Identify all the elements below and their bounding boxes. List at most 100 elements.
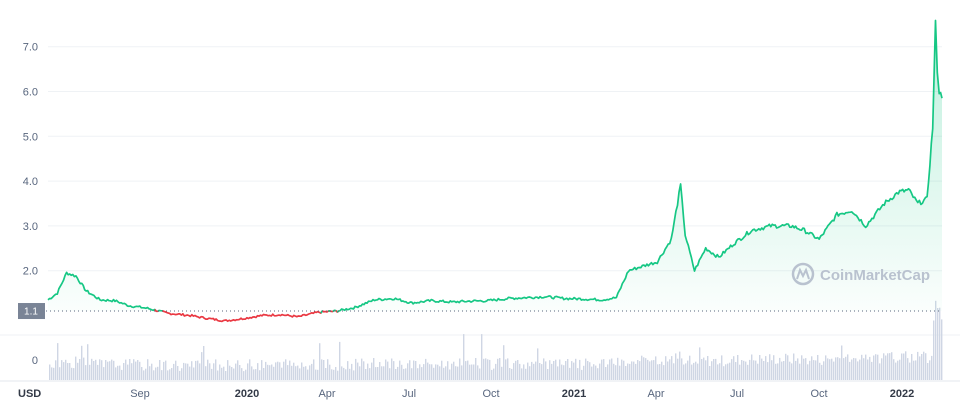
price-area-fill [48, 20, 942, 311]
volume-bar [545, 361, 547, 380]
volume-bar [165, 360, 167, 380]
volume-bar [453, 361, 455, 380]
volume-bar [859, 359, 861, 380]
volume-bar [131, 363, 133, 380]
volume-bar [829, 359, 831, 380]
volume-bar [53, 367, 55, 380]
x-tick-label: Apr [318, 388, 335, 400]
volume-bar [455, 366, 457, 380]
volume-bar [607, 364, 609, 380]
volume-bar [225, 371, 227, 380]
volume-bar [359, 366, 361, 380]
volume-bar [327, 359, 329, 380]
volume-bar [385, 359, 387, 380]
volume-bar [73, 368, 75, 380]
volume-bar [653, 360, 655, 380]
volume-bar [241, 368, 243, 380]
volume-bar [71, 367, 73, 380]
volume-bar [261, 360, 263, 380]
volume-bar [557, 366, 559, 380]
volume-bar [117, 365, 119, 380]
volume-bar [729, 362, 731, 380]
volume-bar [339, 341, 341, 380]
volume-bar [797, 358, 799, 380]
grid-lines [0, 46, 960, 382]
volume-bar [345, 369, 347, 380]
volume-bar [749, 359, 751, 380]
volume-bar [87, 344, 89, 380]
volume-bar [535, 361, 537, 380]
volume-bar [777, 363, 779, 380]
volume-bar [883, 353, 885, 380]
volume-bar [743, 360, 745, 380]
volume-bar [839, 358, 841, 380]
current-price-badge: 1.1 [18, 303, 45, 320]
volume-bar [735, 362, 737, 380]
y-tick-label: 6.0 [23, 87, 38, 99]
volume-bar [313, 359, 315, 380]
volume-bar [55, 360, 57, 380]
volume-bar [451, 363, 453, 380]
volume-bar [699, 347, 701, 380]
volume-bar [553, 361, 555, 380]
volume-bar [361, 358, 363, 380]
volume-bar [439, 366, 441, 380]
volume-bar [465, 361, 467, 380]
volume-bar [711, 361, 713, 380]
volume-bar [621, 359, 623, 380]
volume-bar [229, 365, 231, 380]
volume-bar [703, 357, 705, 380]
volume-bar [129, 359, 131, 380]
volume-bar [497, 358, 499, 380]
volume-bar [691, 364, 693, 380]
volume-bar [583, 365, 585, 380]
volume-bar [369, 368, 371, 380]
volume-bar [747, 364, 749, 380]
volume-bar [95, 359, 97, 380]
volume-bar [601, 359, 603, 380]
y-tick-label: 3.0 [23, 221, 38, 233]
volume-bar [643, 357, 645, 380]
volume-bar [297, 365, 299, 380]
volume-bar [877, 354, 879, 380]
volume-bar [647, 359, 649, 380]
volume-bar [357, 362, 359, 380]
volume-bar [587, 361, 589, 380]
volume-bar [173, 363, 175, 380]
volume-bar [51, 367, 53, 380]
volume-bar [411, 368, 413, 380]
volume-bar [763, 361, 765, 380]
volume-bar [143, 370, 145, 380]
volume-bar [237, 360, 239, 380]
volume-bar [929, 360, 931, 380]
volume-bars [49, 300, 943, 380]
price-line-down-segment [161, 309, 323, 323]
volume-bar [171, 368, 173, 380]
volume-bar [99, 359, 101, 380]
volume-bar [575, 358, 577, 380]
volume-bar [847, 354, 849, 380]
volume-bar [501, 366, 503, 380]
volume-bar [825, 355, 827, 380]
volume-bar [391, 358, 393, 380]
volume-bar [275, 362, 277, 380]
volume-bar [723, 366, 725, 380]
volume-bar [511, 368, 513, 380]
volume-bar [757, 363, 759, 380]
volume-bar [281, 367, 283, 380]
currency-label: USD [18, 388, 41, 400]
volume-bar [781, 361, 783, 380]
volume-bar [285, 359, 287, 380]
volume-bar [397, 366, 399, 380]
volume-bar [473, 364, 475, 380]
volume-bar [163, 361, 165, 380]
volume-bar [667, 361, 669, 380]
volume-bar [547, 369, 549, 380]
y-tick-label: 2.0 [23, 266, 38, 278]
volume-bar [805, 358, 807, 380]
volume-bar [675, 353, 677, 380]
volume-bar [485, 358, 487, 380]
volume-bar [371, 362, 373, 380]
volume-bar [657, 364, 659, 380]
